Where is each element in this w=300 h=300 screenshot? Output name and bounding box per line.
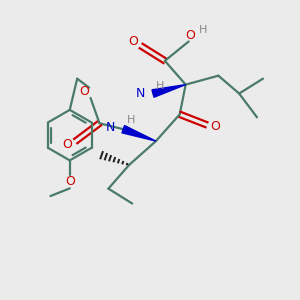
Text: O: O (129, 35, 139, 48)
Text: N: N (106, 121, 115, 134)
Text: H: H (156, 81, 165, 91)
Text: O: O (210, 120, 220, 133)
Text: N: N (135, 87, 145, 100)
Text: H: H (127, 115, 135, 125)
Text: O: O (62, 138, 72, 151)
Text: O: O (80, 85, 89, 98)
Polygon shape (122, 126, 156, 141)
Text: H: H (199, 25, 207, 34)
Text: O: O (65, 175, 75, 188)
Text: O: O (185, 29, 195, 42)
Polygon shape (152, 85, 186, 97)
